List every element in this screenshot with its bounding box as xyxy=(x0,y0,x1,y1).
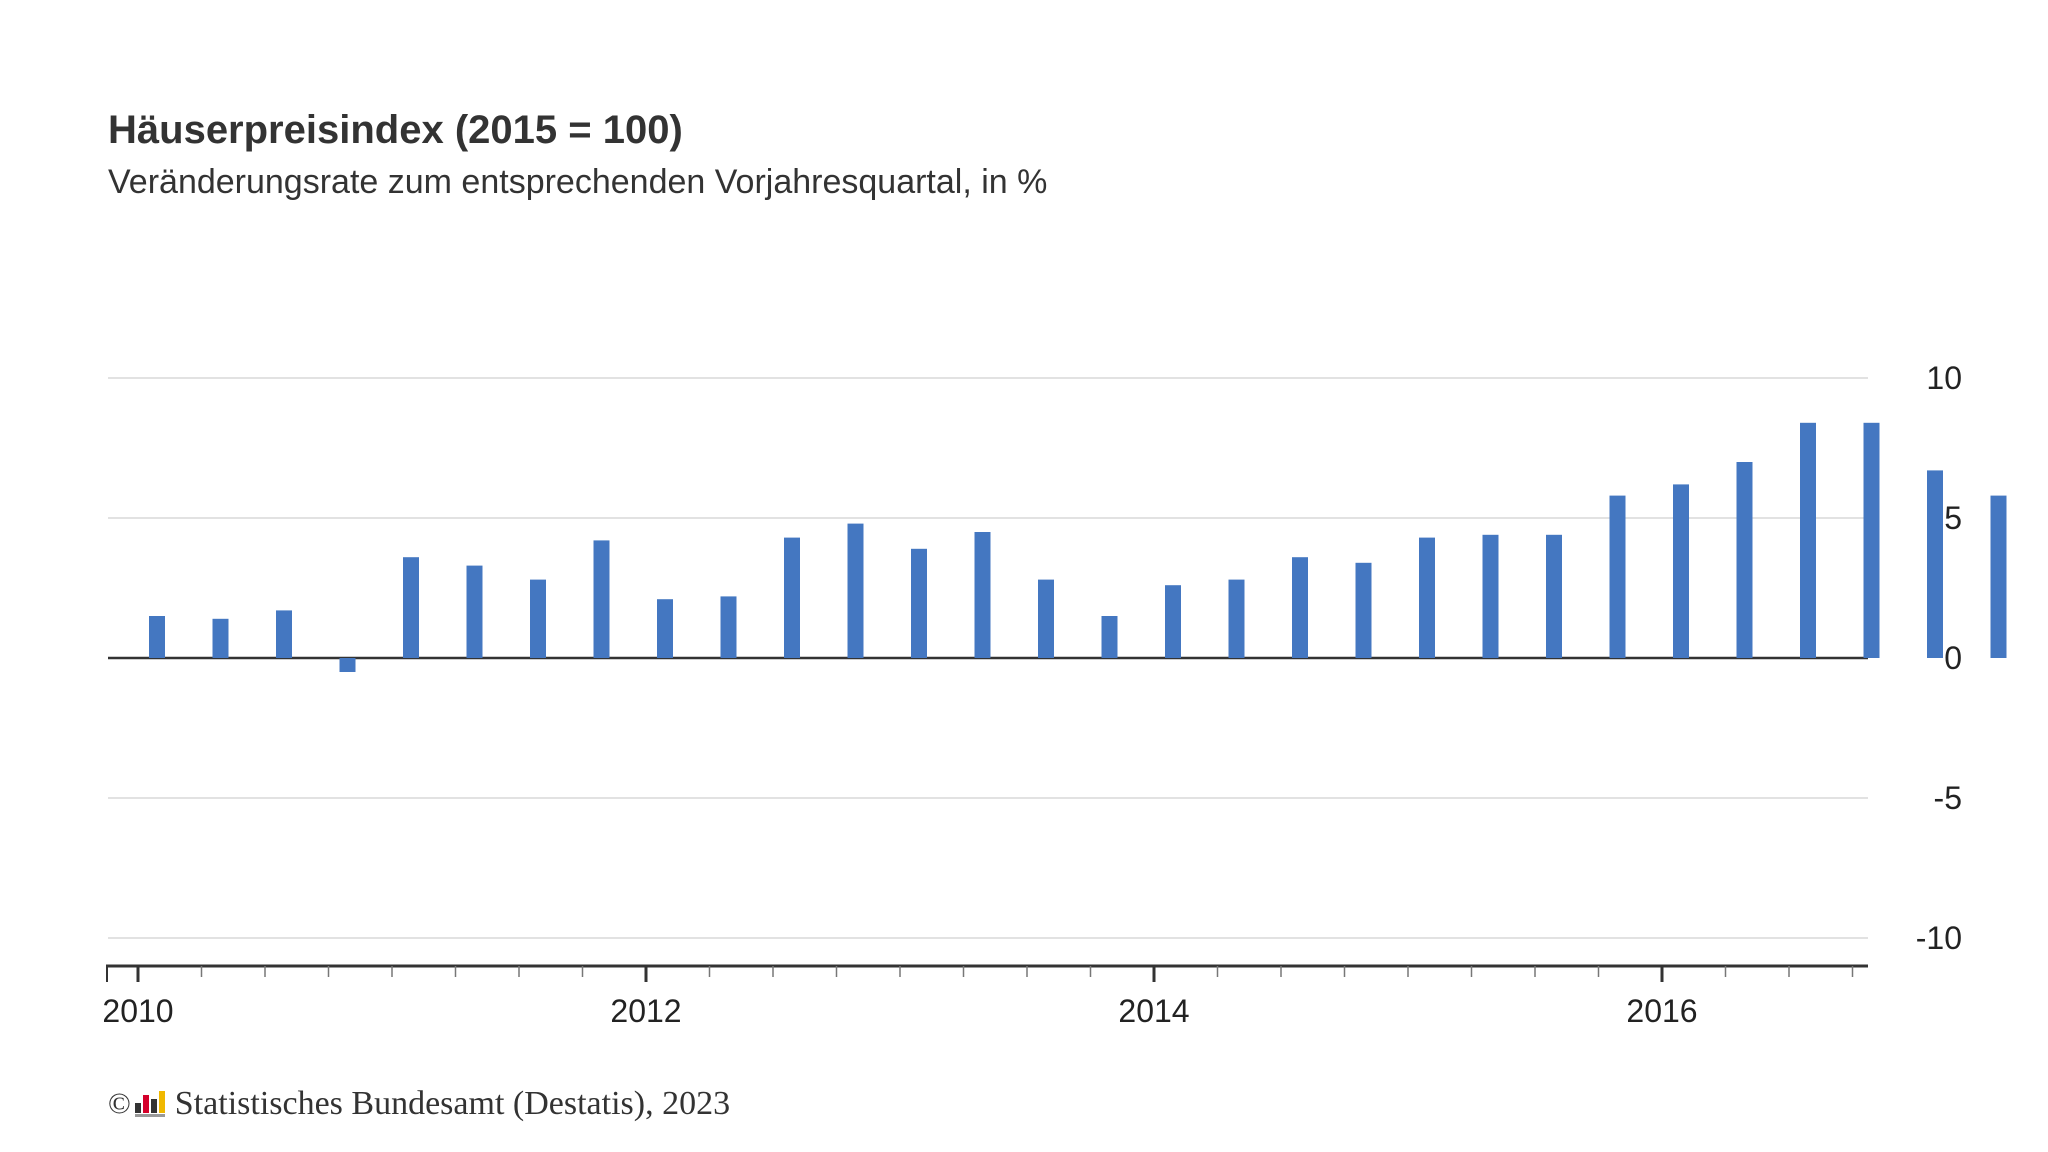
bar xyxy=(593,540,610,658)
bar xyxy=(1546,534,1562,658)
bar xyxy=(657,599,673,658)
y-tick-label: 0 xyxy=(1944,640,1962,676)
x-tick-label: 2014 xyxy=(1118,993,1189,1029)
destatis-logo-icon xyxy=(134,1091,165,1117)
bar xyxy=(1609,495,1626,658)
bar xyxy=(847,523,864,658)
bar xyxy=(1101,616,1118,658)
chart-title: Häuserpreisindex (2015 = 100) xyxy=(108,108,683,152)
bar-series xyxy=(149,422,2007,672)
source-footer: © Statistisches Bundesamt (Destatis), 20… xyxy=(108,1085,730,1123)
bar xyxy=(339,658,356,672)
x-tick-label: 2016 xyxy=(1626,993,1697,1029)
y-tick-label: -10 xyxy=(1916,920,1962,956)
bar xyxy=(1736,462,1753,658)
y-tick-label: 10 xyxy=(1926,360,1962,396)
bar xyxy=(784,537,800,658)
chart-subtitle: Veränderungsrate zum entsprechenden Vorj… xyxy=(108,163,1048,201)
x-tick-label: 2012 xyxy=(610,993,681,1029)
bar xyxy=(1482,534,1499,658)
bar xyxy=(530,579,546,658)
bar xyxy=(212,618,229,658)
x-tick-label: 2010 xyxy=(102,993,173,1029)
bar xyxy=(1990,495,2007,658)
bar xyxy=(911,548,927,658)
bar xyxy=(1292,557,1308,658)
bar xyxy=(1800,422,1816,658)
bar xyxy=(149,616,165,658)
bar xyxy=(1165,585,1181,658)
bar xyxy=(276,610,292,658)
axes xyxy=(106,964,1868,982)
bar xyxy=(403,557,419,658)
bar xyxy=(974,532,991,658)
y-tick-label: 5 xyxy=(1944,500,1962,536)
bar xyxy=(1927,470,1943,658)
bar xyxy=(466,565,483,658)
source-text: Statistisches Bundesamt (Destatis), 2023 xyxy=(174,1085,731,1122)
bar xyxy=(1673,484,1689,658)
y-tick-label: -5 xyxy=(1934,780,1962,816)
bar xyxy=(1419,537,1435,658)
bar xyxy=(1863,422,1880,658)
bar xyxy=(720,596,737,658)
copyright-symbol: © xyxy=(108,1087,131,1120)
bar xyxy=(1038,579,1054,658)
bar xyxy=(1355,562,1372,658)
bar xyxy=(1228,579,1245,658)
